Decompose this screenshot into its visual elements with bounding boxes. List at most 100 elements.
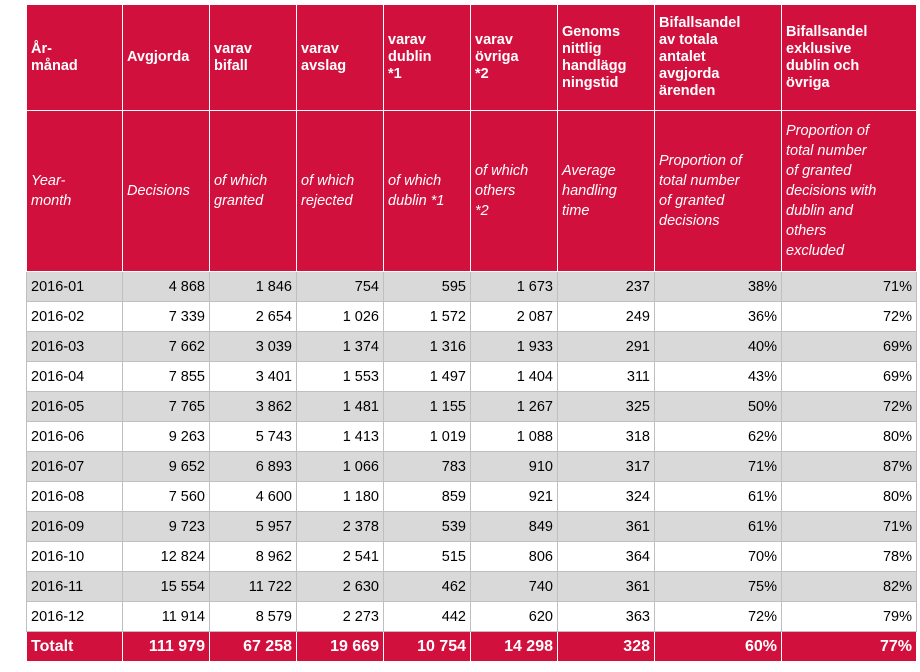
row-month-cell: 2016-08 [26,481,123,512]
table-cell: 3 401 [209,361,297,392]
table-cell: 61% [654,481,782,512]
column-header-sv: varav dublin *1 [383,4,471,111]
total-cell: 14 298 [470,631,558,662]
table-cell: 1 066 [296,451,384,482]
column-header-sv: Avgjorda [122,4,210,111]
column-header-en: of which rejected [296,110,384,272]
table-cell: 249 [557,301,655,332]
table-cell: 4 600 [209,481,297,512]
table-row: 2016-04 7 855 3 401 1 553 1 497 1 404 311 43% 69… [26,361,917,392]
table-cell: 1 404 [470,361,558,392]
table-row: 2016-02 7 339 2 654 1 026 1 572 2 087 249 36% 72… [26,301,917,332]
table-cell: 1 553 [296,361,384,392]
row-month-cell: 2016-04 [26,361,123,392]
table-cell: 82% [781,571,917,602]
table-cell: 1 180 [296,481,384,512]
table-cell: 9 652 [122,451,210,482]
table-row: 2016-06 9 263 5 743 1 413 1 019 1 088 318 62% 80… [26,421,917,452]
table-cell: 1 155 [383,391,471,422]
row-month-cell: 2016-07 [26,451,123,482]
table-cell: 237 [557,271,655,302]
table-cell: 2 378 [296,511,384,542]
table-cell: 5 743 [209,421,297,452]
asylum-decisions-table: År-månad Avgjorda varav bifall varav avsla… [26,4,917,662]
table-cell: 72% [781,301,917,332]
table-cell: 859 [383,481,471,512]
table-row: 2016-09 9 723 5 957 2 378 539 849 361 61% 71% [26,511,917,542]
table-cell: 62% [654,421,782,452]
table-cell: 363 [557,601,655,632]
column-header-en: Decisions [122,110,210,272]
table-row: 2016-11 15 554 11 722 2 630 462 740 361 75% 82% [26,571,917,602]
table-cell: 3 039 [209,331,297,362]
column-header-sv: varav bifall [209,4,297,111]
header-row-swedish: År-månad Avgjorda varav bifall varav avsla… [26,4,917,111]
table-cell: 2 541 [296,541,384,572]
total-cell: 60% [654,631,782,662]
table-cell: 7 855 [122,361,210,392]
total-cell: 10 754 [383,631,471,662]
table-row: 2016-05 7 765 3 862 1 481 1 155 1 267 325 50% 72… [26,391,917,422]
table-row: 2016-01 4 868 1 846 754 595 1 673 237 38% 71% [26,271,917,302]
table-cell: 78% [781,541,917,572]
table-cell: 7 560 [122,481,210,512]
column-header-sv: Bifallsandel av totala antalet avgjorda ären… [654,4,782,111]
table-cell: 1 673 [470,271,558,302]
table-cell: 1 481 [296,391,384,422]
table-cell: 61% [654,511,782,542]
table-cell: 71% [781,511,917,542]
table-cell: 754 [296,271,384,302]
table-cell: 783 [383,451,471,482]
row-month-cell: 2016-01 [26,271,123,302]
table-cell: 1 026 [296,301,384,332]
column-header-en: of which granted [209,110,297,272]
table-row: 2016-12 11 914 8 579 2 273 442 620 363 72% 79% [26,601,917,632]
column-header-sv: Bifallsandel exklusive dublin och övriga [781,4,917,111]
total-cell: 328 [557,631,655,662]
table-cell: 849 [470,511,558,542]
table-cell: 87% [781,451,917,482]
table-cell: 1 088 [470,421,558,452]
total-cell: 19 669 [296,631,384,662]
table-cell: 9 723 [122,511,210,542]
table-cell: 620 [470,601,558,632]
table-cell: 40% [654,331,782,362]
total-row: Totalt 111 979 67 258 19 669 10 754 14 2… [26,631,917,662]
total-cell: 67 258 [209,631,297,662]
table-cell: 43% [654,361,782,392]
table-row: 2016-10 12 824 8 962 2 541 515 806 364 70% 78% [26,541,917,572]
table-body: 2016-01 4 868 1 846 754 595 1 673 237 38% 71% 201… [26,271,917,632]
table-cell: 921 [470,481,558,512]
table-cell: 36% [654,301,782,332]
table-cell: 8 962 [209,541,297,572]
total-cell: 77% [781,631,917,662]
row-month-cell: 2016-02 [26,301,123,332]
row-month-cell: 2016-11 [26,571,123,602]
table-cell: 2 273 [296,601,384,632]
column-header-en: Average handling time [557,110,655,272]
row-month-cell: 2016-10 [26,541,123,572]
table-cell: 291 [557,331,655,362]
table-cell: 2 087 [470,301,558,332]
table-cell: 3 862 [209,391,297,422]
table-cell: 2 630 [296,571,384,602]
table-cell: 318 [557,421,655,452]
table-cell: 6 893 [209,451,297,482]
row-month-cell: 2016-06 [26,421,123,452]
column-header-sv: varav avslag [296,4,384,111]
table-cell: 361 [557,571,655,602]
table-cell: 325 [557,391,655,422]
row-month-cell: 2016-05 [26,391,123,422]
column-header-en: of which dublin *1 [383,110,471,272]
table-cell: 38% [654,271,782,302]
total-cell: Totalt [26,631,123,662]
table-cell: 7 339 [122,301,210,332]
table-cell: 361 [557,511,655,542]
table-cell: 1 267 [470,391,558,422]
table-cell: 462 [383,571,471,602]
table-cell: 70% [654,541,782,572]
table-cell: 9 263 [122,421,210,452]
table-cell: 515 [383,541,471,572]
table-cell: 7 662 [122,331,210,362]
table-cell: 1 572 [383,301,471,332]
